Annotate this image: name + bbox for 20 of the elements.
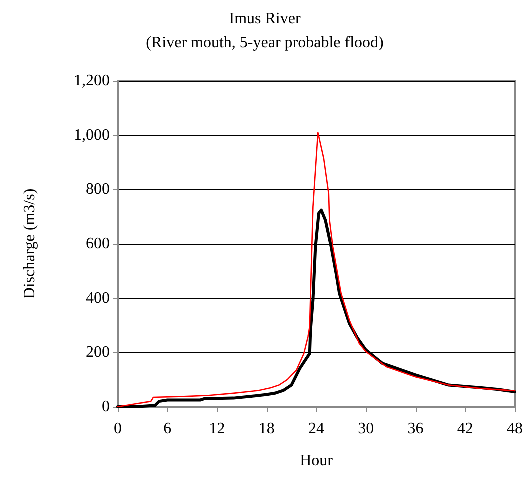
x-tick-label: 12 (209, 420, 226, 438)
x-tick-label: 48 (507, 420, 523, 438)
x-tick-label: 0 (114, 420, 122, 438)
x-tick-label: 36 (408, 420, 424, 438)
y-tick-label: 1,200 (74, 72, 110, 90)
x-tick-label: 30 (358, 420, 374, 438)
x-tick-label: 18 (258, 420, 275, 438)
y-tick-label: 400 (86, 290, 110, 307)
y-tick-label: 600 (86, 236, 110, 252)
x-tick-label: 42 (457, 420, 474, 438)
chart-subtitle: (River mouth, 5-year probable flood) (146, 34, 384, 52)
x-tick-label: 24 (308, 420, 324, 438)
x-axis-title: Hour (300, 452, 334, 470)
x-tick-label: 6 (164, 420, 172, 438)
chart-title: Imus River (229, 10, 302, 28)
y-axis-title: Discharge (m3/s) (22, 188, 38, 300)
y-tick-label: 1,000 (74, 126, 110, 144)
y-tick-label: 0 (102, 398, 110, 416)
y-tick-label: 800 (86, 181, 110, 198)
y-tick-label: 200 (86, 344, 110, 362)
